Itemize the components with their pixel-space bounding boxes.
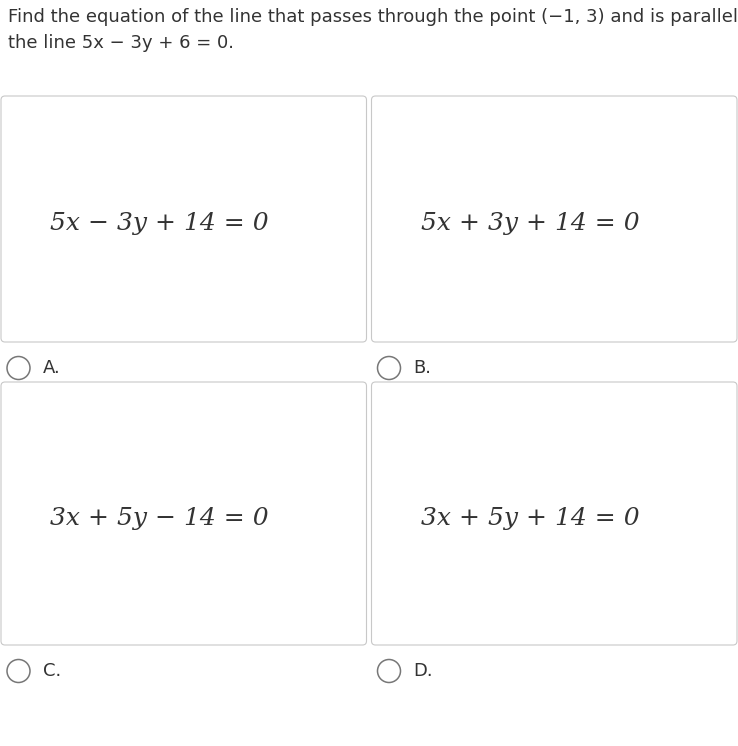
Circle shape bbox=[7, 357, 30, 380]
FancyBboxPatch shape bbox=[371, 96, 737, 342]
FancyBboxPatch shape bbox=[371, 382, 737, 645]
Text: D.: D. bbox=[413, 662, 433, 680]
Text: C.: C. bbox=[43, 662, 61, 680]
Circle shape bbox=[378, 357, 401, 380]
FancyBboxPatch shape bbox=[1, 382, 367, 645]
Text: 3x + 5y − 14 = 0: 3x + 5y − 14 = 0 bbox=[50, 507, 269, 530]
Text: Find the equation of the line that passes through the point (−1, 3) and is paral: Find the equation of the line that passe… bbox=[8, 8, 738, 51]
Text: 3x + 5y + 14 = 0: 3x + 5y + 14 = 0 bbox=[421, 507, 639, 530]
Circle shape bbox=[378, 659, 401, 683]
Text: A.: A. bbox=[43, 359, 61, 377]
FancyBboxPatch shape bbox=[1, 96, 367, 342]
Circle shape bbox=[7, 659, 30, 683]
Text: 5x − 3y + 14 = 0: 5x − 3y + 14 = 0 bbox=[50, 213, 269, 235]
Text: B.: B. bbox=[413, 359, 432, 377]
Text: 5x + 3y + 14 = 0: 5x + 3y + 14 = 0 bbox=[421, 213, 639, 235]
